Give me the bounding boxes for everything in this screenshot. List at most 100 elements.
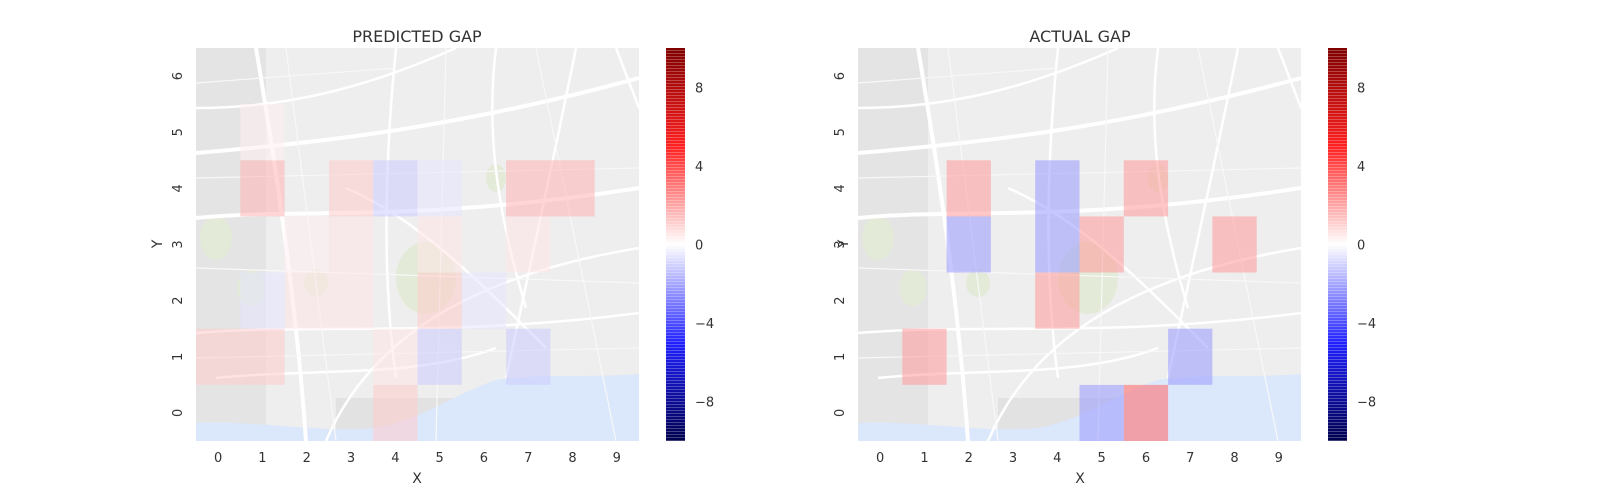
heatmap-cell [1035, 216, 1080, 273]
heatmap-cells [196, 104, 595, 441]
x-tick-label: 8 [1230, 451, 1238, 466]
heatmap-cell [1212, 216, 1257, 273]
heatmap-cell [240, 272, 285, 329]
colorbar-tick-label: −8 [1357, 396, 1376, 411]
heatmap-cell [1079, 216, 1124, 273]
y-tick-label: 4 [833, 184, 848, 192]
colorbar: 8 4 0 −4 −8 [1328, 48, 1376, 441]
y-tick-label: 1 [171, 353, 186, 361]
map-road [614, 47, 641, 109]
y-axis-label: Y [836, 239, 852, 249]
heatmap-cell [417, 160, 462, 217]
heatmap-cell [373, 384, 418, 441]
y-tick-label: 6 [171, 72, 186, 80]
x-axis-label: X [412, 471, 422, 487]
map-road [857, 46, 1119, 110]
heatmap-cell [328, 216, 374, 273]
x-tick-label: 7 [524, 451, 532, 466]
heatmap-cell [1079, 384, 1124, 441]
heatmap-cell [461, 272, 507, 329]
chart-title: ACTUAL GAP [1029, 27, 1131, 46]
colorbar-tick-label: −4 [1357, 317, 1376, 332]
y-tick-label: 6 [833, 72, 848, 80]
y-tick-labels: 0 1 2 3 4 5 6 [833, 72, 848, 417]
heatmap-cells [902, 160, 1257, 441]
colorbar-tick-label: 4 [695, 160, 703, 175]
x-tick-label: 0 [876, 451, 884, 466]
heatmap-cell [240, 160, 285, 217]
y-tick-label: 0 [833, 409, 848, 417]
y-tick-label: 3 [833, 240, 848, 248]
y-tick-label: 2 [171, 296, 186, 304]
x-tick-label: 5 [1098, 451, 1106, 466]
map-street [195, 67, 397, 84]
heatmap-cell [1168, 328, 1213, 385]
map-road [1276, 47, 1303, 109]
colorbar-tick-label: −8 [695, 396, 714, 411]
colorbar-tick-label: 8 [1357, 81, 1365, 96]
heatmap-cell [506, 160, 551, 217]
heatmap-cell [417, 216, 462, 273]
heatmap-cell [373, 160, 418, 217]
x-tick-label: 3 [347, 451, 355, 466]
x-tick-labels: 0 1 2 3 4 5 6 7 8 9 [876, 451, 1283, 466]
colorbar-tick-label: 0 [695, 239, 703, 254]
y-tick-label: 2 [833, 296, 848, 304]
x-tick-label: 7 [1186, 451, 1194, 466]
heatmap-cell [240, 104, 285, 161]
colorbar: 8 4 0 −4 −8 [666, 48, 714, 441]
map-road [1166, 47, 1240, 379]
y-tick-label: 3 [171, 240, 186, 248]
heatmap-cell [417, 272, 462, 329]
colorbar-tick-label: 8 [695, 81, 703, 96]
heatmap-cell [284, 272, 329, 329]
x-tick-label: 8 [568, 451, 576, 466]
x-tick-label: 6 [1142, 451, 1150, 466]
x-tick-label: 2 [303, 451, 311, 466]
x-tick-label: 2 [965, 451, 973, 466]
y-tick-labels: 0 1 2 3 4 5 6 [171, 72, 186, 417]
map-park [899, 270, 927, 306]
heatmap-cell [550, 160, 595, 217]
colorbar-tick-label: 0 [1357, 239, 1365, 254]
x-tick-label: 5 [435, 451, 443, 466]
x-tick-label: 1 [258, 451, 266, 466]
heatmap-cell [946, 216, 991, 273]
colorbar-banding [1328, 48, 1347, 441]
heatmap-cell [284, 216, 329, 273]
heatmap-cell [506, 328, 551, 385]
colorbar-tick-label: −4 [695, 317, 714, 332]
heatmap-cell [506, 216, 551, 273]
colorbar-tick-labels: 8 4 0 −4 −8 [1357, 81, 1376, 410]
y-tick-label: 5 [833, 128, 848, 136]
colorbar-banding [666, 48, 685, 441]
x-tick-label: 1 [920, 451, 928, 466]
heatmap-cell [196, 328, 241, 385]
y-tick-label: 5 [171, 128, 186, 136]
x-tick-label: 3 [1009, 451, 1017, 466]
y-tick-label: 4 [171, 184, 186, 192]
panel-actual: ACTUAL GAP 0 1 2 3 4 5 6 7 8 9 0 1 2 3 4 5 6 X Y 8 4 0 −4 −… [833, 27, 1376, 487]
heatmap-cell [328, 160, 374, 217]
map-park [862, 216, 894, 260]
heatmap-cell [1035, 160, 1080, 217]
heatmap-cell [902, 328, 947, 385]
x-tick-label: 6 [480, 451, 488, 466]
x-tick-label: 9 [613, 451, 621, 466]
colorbar-tick-labels: 8 4 0 −4 −8 [695, 81, 714, 410]
x-axis-label: X [1075, 471, 1085, 487]
map-road [195, 46, 457, 110]
x-tick-label: 9 [1275, 451, 1283, 466]
map-road [857, 186, 1302, 220]
chart-title: PREDICTED GAP [352, 27, 482, 46]
map-street [535, 47, 617, 442]
heatmap-cell [240, 328, 285, 385]
heatmap-cell [328, 272, 374, 329]
map-river [196, 374, 639, 441]
map-river [858, 374, 1301, 441]
heatmap-cell [1123, 160, 1169, 217]
heatmap-cell [1035, 272, 1080, 329]
y-tick-label: 1 [833, 353, 848, 361]
